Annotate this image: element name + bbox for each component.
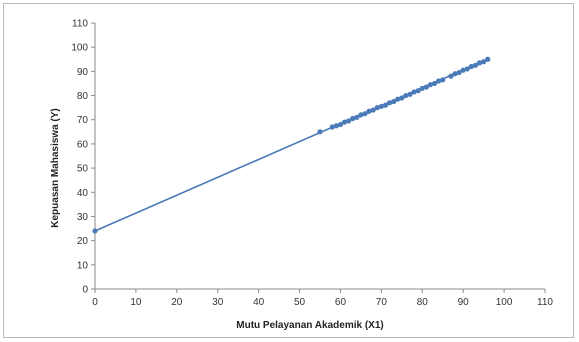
x-tick-label: 70 bbox=[376, 297, 388, 308]
data-point bbox=[395, 96, 401, 102]
data-point bbox=[436, 78, 442, 84]
y-axis-ticks: 0 10 20 30 40 50 60 70 80 90 100 110 bbox=[71, 19, 95, 296]
data-point bbox=[358, 112, 364, 118]
y-tick-label: 70 bbox=[77, 115, 89, 126]
data-point bbox=[415, 88, 421, 94]
x-tick-label: 30 bbox=[212, 297, 224, 308]
data-point bbox=[354, 114, 360, 120]
data-point bbox=[485, 56, 491, 62]
x-tick-label: 60 bbox=[335, 297, 347, 308]
y-tick-label: 110 bbox=[72, 19, 88, 30]
data-point bbox=[378, 103, 384, 110]
data-point bbox=[341, 119, 348, 125]
x-tick-label: 20 bbox=[171, 297, 183, 308]
data-point bbox=[399, 95, 405, 101]
data-point bbox=[427, 82, 434, 88]
data-point bbox=[456, 69, 462, 76]
y-tick-label: 80 bbox=[77, 91, 89, 102]
y-tick-label: 90 bbox=[77, 67, 89, 78]
data-point bbox=[460, 67, 466, 73]
y-tick-label: 60 bbox=[77, 139, 89, 150]
data-point bbox=[472, 62, 479, 68]
y-tick-label: 50 bbox=[77, 164, 89, 175]
x-tick-label: 90 bbox=[458, 297, 470, 308]
data-point bbox=[431, 80, 438, 87]
data-point bbox=[350, 115, 356, 122]
x-tick-label: 50 bbox=[294, 297, 306, 308]
x-axis-title: Mutu Pelayanan Akademik (X1) bbox=[236, 320, 383, 331]
data-point bbox=[419, 85, 425, 91]
data-point bbox=[391, 98, 397, 105]
data-point bbox=[452, 71, 458, 77]
y-axis-title: Kepuasan Mahasiswa (Y) bbox=[50, 108, 61, 227]
data-point bbox=[362, 111, 368, 117]
x-tick-label: 100 bbox=[496, 297, 513, 308]
data-point bbox=[468, 63, 474, 70]
data-point bbox=[382, 102, 389, 108]
data-point bbox=[92, 228, 98, 234]
x-tick-label: 110 bbox=[537, 297, 553, 308]
data-point bbox=[333, 123, 339, 129]
data-point bbox=[366, 108, 372, 114]
data-point bbox=[403, 92, 409, 99]
y-tick-label: 30 bbox=[77, 212, 89, 223]
x-axis-ticks: 0 10 20 30 40 50 60 70 80 90 100 110 bbox=[92, 289, 553, 308]
y-tick-label: 100 bbox=[71, 43, 88, 54]
plot-area bbox=[94, 23, 545, 290]
y-tick-label: 10 bbox=[77, 260, 89, 271]
y-tick-label: 0 bbox=[82, 285, 88, 296]
y-tick-label: 20 bbox=[77, 236, 89, 247]
data-point bbox=[448, 73, 454, 79]
data-point bbox=[411, 89, 417, 95]
data-point bbox=[374, 105, 380, 111]
data-point bbox=[476, 60, 483, 66]
data-marks bbox=[92, 56, 491, 234]
y-tick-label: 40 bbox=[77, 188, 89, 199]
data-point bbox=[346, 118, 352, 124]
x-tick-label: 0 bbox=[92, 297, 98, 308]
data-point bbox=[370, 107, 376, 113]
data-point bbox=[407, 91, 413, 97]
data-point bbox=[386, 100, 393, 106]
data-point bbox=[464, 66, 470, 72]
x-tick-label: 10 bbox=[130, 297, 142, 308]
data-point bbox=[481, 59, 487, 65]
chart-frame bbox=[3, 3, 574, 338]
data-point bbox=[317, 129, 323, 135]
data-point bbox=[329, 124, 335, 130]
x-tick-label: 40 bbox=[253, 297, 265, 308]
data-point bbox=[423, 84, 429, 90]
data-point bbox=[337, 121, 344, 128]
x-tick-label: 80 bbox=[417, 297, 429, 308]
data-point bbox=[440, 77, 446, 83]
